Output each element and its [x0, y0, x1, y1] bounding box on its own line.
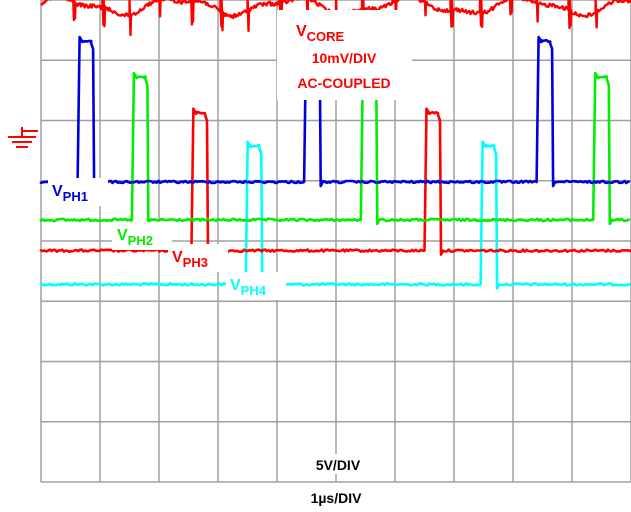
ph3-label-backdrop [168, 244, 228, 272]
core-trace-label: VCORE [296, 23, 345, 44]
ph1-trace [39, 35, 630, 188]
ph4-trace [39, 140, 631, 290]
core-label-backdrop [277, 10, 412, 100]
traces [39, 0, 631, 290]
ph3-trace-label: VPH3 [172, 249, 208, 270]
ph1-label-backdrop [48, 178, 108, 206]
ground-icon [8, 127, 38, 148]
labels: VCORE 10mV/DIV AC-COUPLED VPH1 VPH2 VPH3… [8, 10, 412, 506]
ph2-label-backdrop [112, 222, 172, 250]
ph3-trace [39, 107, 631, 256]
x-axis-label: 1µs/DIV [311, 490, 363, 506]
ph2-trace-label: VPH2 [117, 227, 153, 248]
core-coupling-label: AC-COUPLED [297, 75, 390, 91]
core-scale-label: 10mV/DIV [312, 50, 377, 66]
ph1-trace-label: VPH1 [52, 183, 88, 204]
phase-scale-backdrop [300, 454, 378, 474]
ph2-trace [39, 71, 631, 226]
phase-scale-label: 5V/DIV [316, 457, 361, 473]
ph4-label-backdrop [226, 272, 286, 300]
ph4-trace-label: VPH4 [230, 277, 267, 298]
